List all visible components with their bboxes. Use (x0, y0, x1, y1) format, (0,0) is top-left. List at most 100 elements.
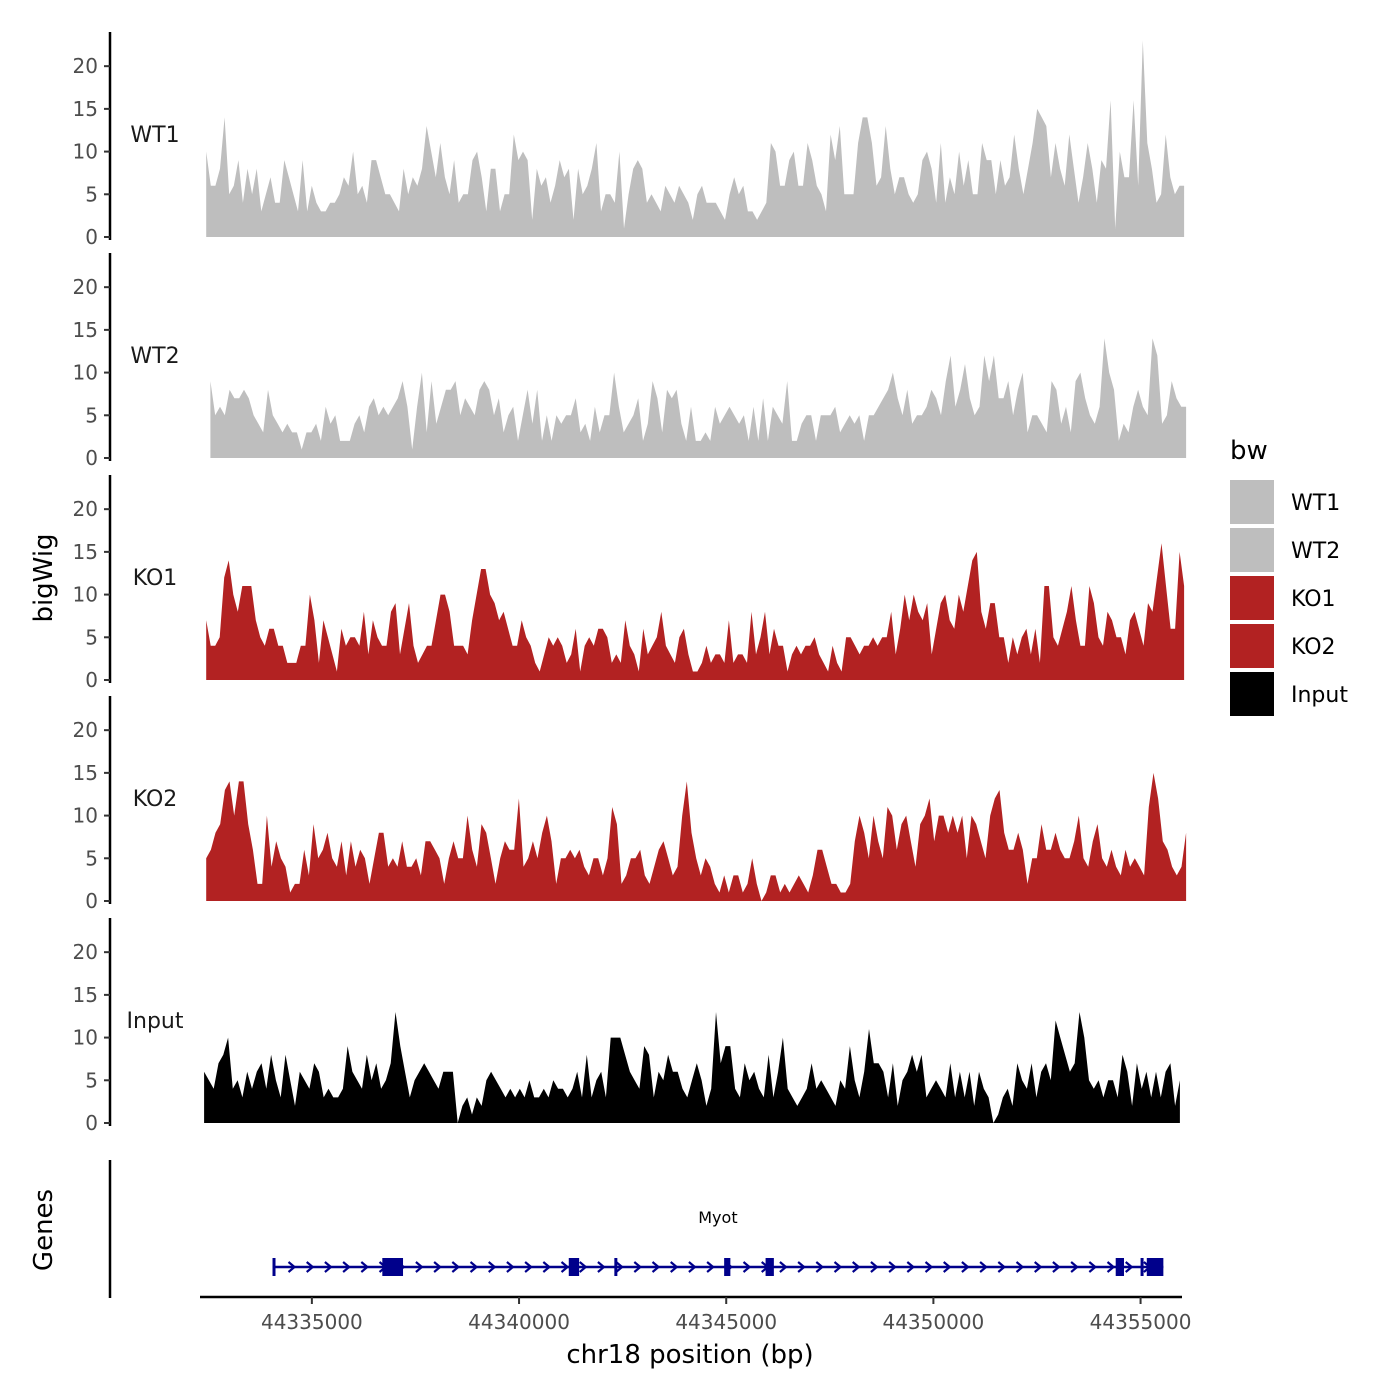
strand-arrow (670, 1261, 679, 1273)
gene-panel: Myot (108, 1160, 1164, 1298)
y-tick-label: 20 (73, 54, 98, 78)
strand-arrow (1125, 1261, 1134, 1273)
strand-arrow (997, 1261, 1007, 1273)
x-tick-label: 44335000 (261, 1310, 363, 1334)
strand-arrow (1106, 1261, 1116, 1273)
gene-exon (1115, 1258, 1124, 1276)
y-tick-label: 10 (73, 1026, 98, 1050)
coverage-tracks: 0 5 10 15 20 WT1 0 5 10 15 20 WT2 0 5 10 15 20 KO1 0 5 10 15 2… (73, 32, 1187, 1135)
strand-arrow (797, 1261, 806, 1273)
strand-arrow (306, 1261, 315, 1273)
track-wt1: 0 5 10 15 20 WT1 (73, 32, 1185, 249)
strand-arrow (324, 1261, 333, 1273)
y-tick-label: 5 (85, 182, 98, 206)
strand-arrow (360, 1261, 370, 1273)
coverage-area-wt1 (206, 40, 1185, 237)
legend-label-input: Input (1291, 683, 1348, 708)
legend: bw WT1 WT2 KO1 KO2 Input (1230, 436, 1348, 716)
gene-name-label: Myot (698, 1208, 737, 1227)
strand-arrow (488, 1261, 497, 1273)
y-tick-label: 5 (85, 846, 98, 870)
gene-exon (1140, 1258, 1144, 1276)
gene-exon (382, 1258, 404, 1276)
y-tick-label: 20 (73, 718, 98, 742)
strand-arrow (433, 1261, 442, 1273)
track-label: Input (127, 1009, 184, 1034)
y-tick-label: 20 (73, 940, 98, 964)
track-label: WT2 (130, 344, 179, 369)
strand-arrow (1088, 1261, 1098, 1273)
legend-key-ko1 (1230, 576, 1274, 620)
strand-arrow (852, 1261, 861, 1273)
strand-arrow (870, 1261, 879, 1273)
strand-arrow (833, 1261, 843, 1273)
strand-arrow (451, 1261, 461, 1273)
y-tick-label: 15 (73, 97, 98, 121)
gene-exon (614, 1258, 618, 1276)
coverage-area-ko2 (206, 772, 1187, 901)
x-axis-title: chr18 position (bp) (566, 1340, 813, 1370)
y-tick-label: 5 (85, 1068, 98, 1092)
gene-panel-title: Genes (29, 1189, 59, 1271)
strand-arrow (906, 1261, 916, 1273)
coverage-area-ko1 (206, 543, 1185, 680)
strand-arrow (1034, 1261, 1043, 1273)
gene-exon (765, 1258, 774, 1276)
legend-label-ko1: KO1 (1291, 587, 1336, 612)
strand-arrow (651, 1261, 661, 1273)
gene-exon (568, 1258, 580, 1276)
legend-key-input (1230, 672, 1274, 716)
strand-arrow (979, 1261, 988, 1273)
track-ko2: 0 5 10 15 20 KO2 (73, 696, 1187, 913)
x-tick-label: 44355000 (1090, 1310, 1192, 1334)
y-tick-label: 5 (85, 625, 98, 649)
strand-arrow (815, 1261, 825, 1273)
x-tick-label: 44350000 (882, 1310, 984, 1334)
strand-arrow (415, 1261, 424, 1273)
strand-arrow (597, 1261, 606, 1273)
y-tick-label: 0 (85, 668, 98, 692)
y-tick-label: 5 (85, 403, 98, 427)
y-tick-label: 0 (85, 225, 98, 249)
legend-key-wt1 (1230, 480, 1274, 524)
y-axis-title: bigWig (29, 533, 59, 622)
y-tick-label: 15 (73, 983, 98, 1007)
y-tick-label: 10 (73, 583, 98, 607)
legend-label-wt1: WT1 (1291, 491, 1340, 516)
x-tick-label: 44345000 (675, 1310, 777, 1334)
strand-arrow (924, 1261, 934, 1273)
strand-arrow (1070, 1261, 1079, 1273)
legend-label-ko2: KO2 (1291, 635, 1336, 660)
x-tick-label: 44340000 (468, 1310, 570, 1334)
legend-key-ko2 (1230, 624, 1274, 668)
coverage-area-wt2 (210, 338, 1187, 458)
legend-label-wt2: WT2 (1291, 539, 1340, 564)
strand-arrow (1015, 1261, 1025, 1273)
track-label: KO1 (133, 566, 178, 591)
x-axis: 44335000 44340000 44345000 44350000 44355000 (200, 1295, 1192, 1334)
strand-arrow (633, 1261, 643, 1273)
strand-arrow (943, 1261, 952, 1273)
strand-arrow (961, 1261, 970, 1273)
strand-arrow (706, 1261, 715, 1273)
strand-arrow (287, 1261, 297, 1273)
y-tick-label: 20 (73, 497, 98, 521)
y-tick-label: 10 (73, 804, 98, 828)
y-tick-label: 0 (85, 1111, 98, 1135)
gene-exon (272, 1258, 276, 1276)
track-label: KO2 (133, 787, 178, 812)
gene-exon (1146, 1258, 1164, 1276)
strand-arrow (524, 1261, 533, 1273)
strand-arrow (615, 1261, 624, 1273)
strand-arrow (1052, 1261, 1061, 1273)
strand-arrow (542, 1261, 552, 1273)
y-tick-label: 15 (73, 318, 98, 342)
track-ko1: 0 5 10 15 20 KO1 (73, 475, 1185, 692)
strand-arrow (506, 1261, 515, 1273)
track-input: 0 5 10 15 20 Input (73, 918, 1180, 1135)
legend-key-wt2 (1230, 528, 1274, 572)
y-tick-label: 15 (73, 761, 98, 785)
strand-arrow (742, 1261, 752, 1273)
track-wt2: 0 5 10 15 20 WT2 (73, 253, 1187, 470)
strand-arrow (779, 1261, 788, 1273)
